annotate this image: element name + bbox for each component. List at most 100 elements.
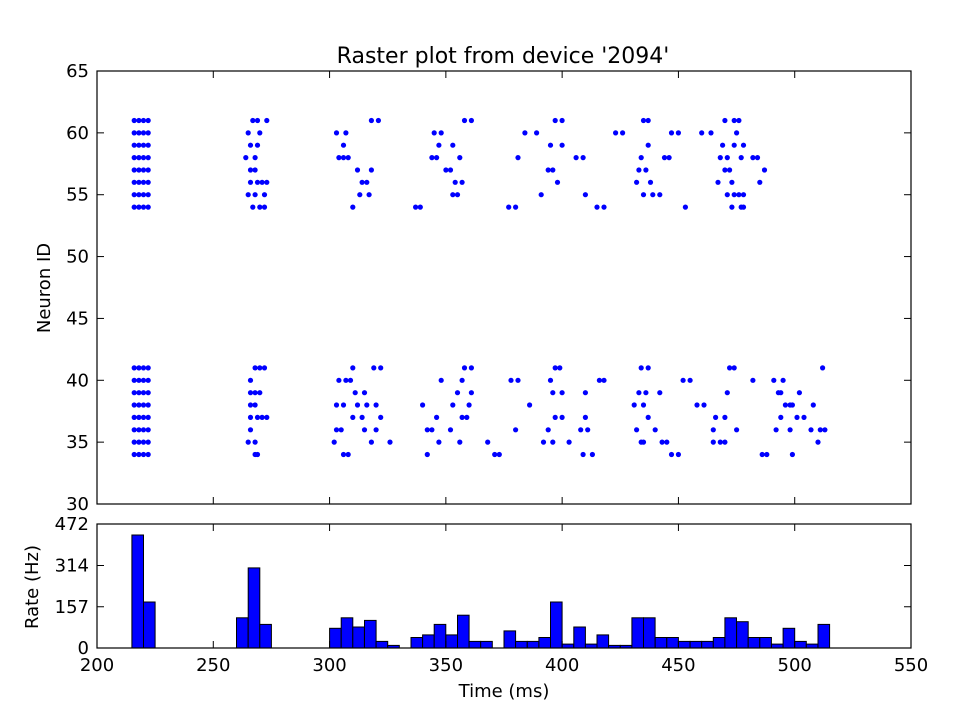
spike-marker <box>264 117 270 124</box>
spike-marker <box>680 377 686 383</box>
spike-marker <box>459 179 465 185</box>
spike-marker <box>136 365 142 371</box>
spike-marker <box>450 142 456 148</box>
raster-plot: Raster plot from device '2094' 30 35 40 45 5… <box>34 44 912 515</box>
spike-marker <box>580 155 586 161</box>
spike-marker <box>252 192 258 198</box>
spike-marker <box>252 155 258 161</box>
spike-marker <box>140 142 147 148</box>
rate-bar <box>526 640 540 649</box>
spike-marker <box>496 451 502 458</box>
spike-marker <box>710 439 716 445</box>
spike-marker <box>368 439 374 445</box>
spike-marker <box>338 427 344 433</box>
spike-marker <box>378 414 384 420</box>
spike-marker <box>368 167 374 173</box>
spike-marker <box>459 377 465 383</box>
spike-marker <box>252 365 258 371</box>
spike-marker <box>636 390 642 396</box>
spike-marker <box>245 130 251 136</box>
spike-marker <box>457 155 463 161</box>
spike-marker <box>140 402 147 408</box>
spike-marker <box>645 142 651 148</box>
spike-marker <box>136 377 142 383</box>
rate-y-tick-label: 314 <box>55 556 89 577</box>
spike-marker <box>357 192 363 198</box>
spike-marker <box>582 390 589 396</box>
spike-marker <box>796 390 803 396</box>
spike-marker <box>145 179 151 185</box>
spike-marker <box>336 377 342 383</box>
spike-marker <box>731 365 737 371</box>
spike-marker <box>647 179 654 185</box>
spike-marker <box>145 365 151 371</box>
raster-y-tick-label: 50 <box>66 247 89 268</box>
spike-marker <box>754 155 761 161</box>
spike-marker <box>729 204 735 210</box>
spike-marker <box>340 142 347 148</box>
spike-marker <box>145 451 151 458</box>
spike-marker <box>350 365 356 371</box>
spike-marker <box>771 377 777 383</box>
spike-marker <box>375 117 381 124</box>
spike-marker <box>722 117 728 124</box>
spike-marker <box>361 427 368 433</box>
spike-marker <box>257 130 263 136</box>
spike-marker <box>675 130 682 136</box>
rate-bar <box>457 614 470 649</box>
spike-marker <box>450 192 456 198</box>
spike-marker <box>634 427 640 433</box>
spike-marker <box>243 155 249 161</box>
spike-marker <box>640 117 647 124</box>
spike-marker <box>245 192 251 198</box>
rate-bar <box>596 634 610 649</box>
spike-marker <box>140 427 147 433</box>
rate-bar <box>236 617 249 649</box>
spike-marker <box>333 402 340 408</box>
spike-marker <box>657 192 663 198</box>
spike-marker <box>613 130 619 136</box>
spike-marker <box>131 192 137 198</box>
spike-marker <box>640 192 647 198</box>
rate-bar <box>712 637 726 649</box>
spike-marker <box>645 365 651 371</box>
spike-marker <box>538 192 544 198</box>
spike-marker <box>131 451 137 458</box>
spike-marker <box>634 179 640 185</box>
spike-marker <box>364 179 370 185</box>
spike-marker <box>668 130 675 136</box>
spike-marker <box>136 414 142 420</box>
spike-marker <box>729 179 735 185</box>
spike-marker <box>734 427 740 433</box>
spike-marker <box>252 390 258 396</box>
spike-marker <box>822 427 828 433</box>
spike-marker <box>643 390 649 396</box>
x-tick-label: 450 <box>661 655 695 676</box>
rate-bar <box>817 623 831 649</box>
spike-marker <box>552 414 558 420</box>
spike-marker <box>534 130 540 136</box>
spike-marker <box>761 167 768 173</box>
rate-bar <box>759 637 772 649</box>
spike-marker <box>345 155 351 161</box>
spike-marker <box>585 427 591 433</box>
spike-marker <box>259 414 265 420</box>
spike-marker <box>559 414 565 420</box>
spike-marker <box>694 402 700 408</box>
spike-marker <box>675 451 682 458</box>
raster-y-axis-label: Neuron ID <box>34 243 55 333</box>
spike-marker <box>461 365 468 371</box>
spike-marker <box>464 414 470 420</box>
spike-marker <box>515 377 521 383</box>
spike-marker <box>131 167 137 173</box>
spike-marker <box>810 402 816 408</box>
spike-marker <box>722 414 728 420</box>
spike-marker <box>261 365 268 371</box>
rate-bar <box>747 637 761 649</box>
spike-marker <box>247 377 254 383</box>
spike-marker <box>724 390 730 396</box>
spike-marker <box>371 365 377 371</box>
spike-marker <box>620 130 626 136</box>
spike-marker <box>347 377 354 383</box>
spike-marker <box>815 439 821 445</box>
